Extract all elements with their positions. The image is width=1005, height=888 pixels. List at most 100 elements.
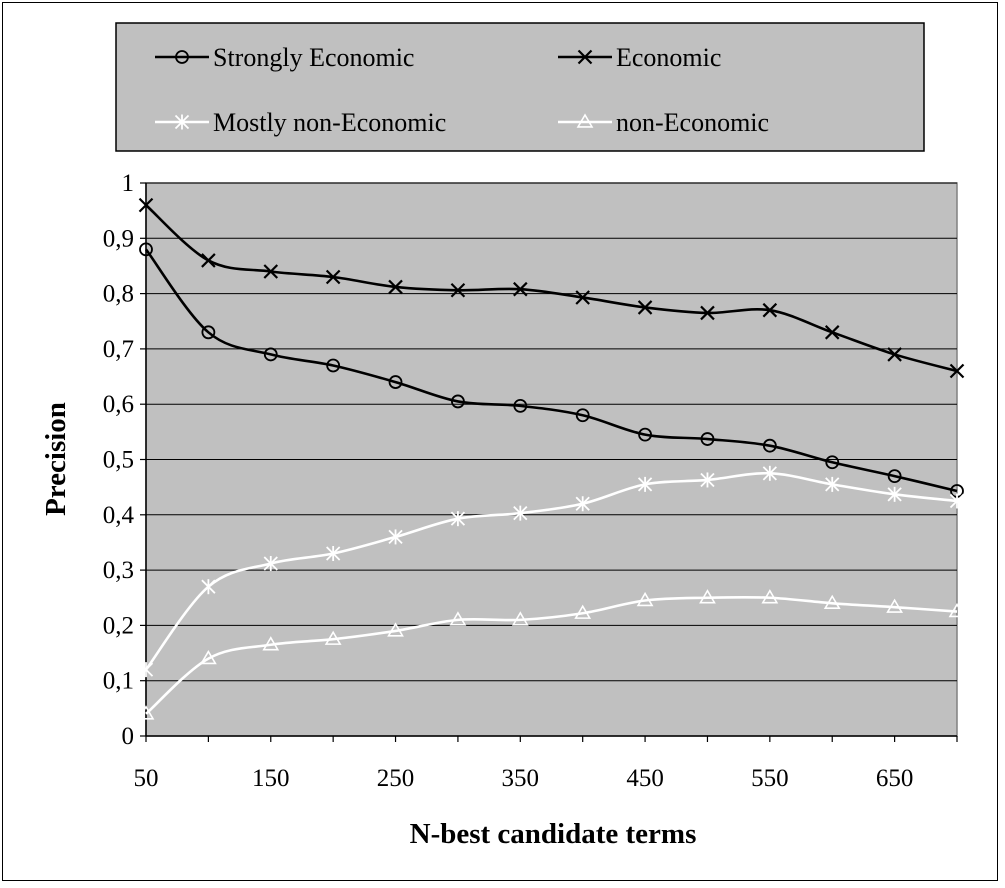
data-point xyxy=(886,598,904,613)
x-tick-label: 550 xyxy=(751,765,789,792)
x-tick-label: 250 xyxy=(377,765,415,792)
x-tick-labels: 50 150 250 350 450 550 650 xyxy=(134,765,914,792)
data-point xyxy=(138,197,154,213)
data-point xyxy=(699,589,716,604)
data-point xyxy=(511,611,529,626)
data-point xyxy=(137,705,155,720)
line-chart: Strongly Economic Economic Mostly non-Econ… xyxy=(40,22,966,850)
legend-item-mostly-non-economic: Mostly non-Economic xyxy=(155,108,446,137)
data-point xyxy=(887,469,902,483)
series-mostly-non-economic xyxy=(138,465,965,678)
x-tick-label: 350 xyxy=(502,765,540,792)
gridlines xyxy=(146,182,957,682)
data-point xyxy=(700,305,715,321)
y-tick-label: 0,2 xyxy=(103,612,134,639)
data-point xyxy=(700,432,715,446)
legend-label: Economic xyxy=(616,43,721,72)
data-point xyxy=(326,546,341,562)
legend-label: Mostly non-Economic xyxy=(213,108,446,137)
data-point xyxy=(949,363,965,379)
data-point xyxy=(174,114,190,130)
y-tick-label: 0,9 xyxy=(103,225,134,252)
axes xyxy=(140,182,958,742)
data-point xyxy=(199,650,217,665)
data-point xyxy=(948,602,966,618)
x-tick-label: 50 xyxy=(134,765,159,792)
data-point xyxy=(825,455,840,470)
legend: Strongly Economic Economic Mostly non-Econ… xyxy=(155,43,769,137)
data-point xyxy=(326,358,341,373)
data-point xyxy=(388,279,403,295)
data-point xyxy=(887,347,902,362)
data-point xyxy=(449,611,467,626)
data-point xyxy=(201,253,216,268)
data-point xyxy=(263,264,279,279)
legend-box xyxy=(115,22,925,152)
data-point xyxy=(262,636,280,651)
data-point xyxy=(513,281,528,297)
legend-item-strongly-economic: Strongly Economic xyxy=(155,43,414,72)
data-point xyxy=(762,465,777,481)
series-economic xyxy=(138,197,965,379)
data-point xyxy=(325,269,341,285)
legend-label: non-Economic xyxy=(616,108,769,137)
y-tick-label: 0 xyxy=(122,723,135,750)
y-tick-label: 0,7 xyxy=(103,336,134,363)
data-point xyxy=(762,438,777,453)
y-tick-label: 0,6 xyxy=(103,391,134,418)
x-tick-label: 150 xyxy=(252,765,290,792)
data-point xyxy=(949,493,965,509)
legend-label: Strongly Economic xyxy=(213,43,414,72)
data-point xyxy=(637,476,653,492)
series-strongly-economic xyxy=(139,242,964,498)
data-point xyxy=(575,290,590,305)
data-point xyxy=(139,242,153,257)
y-axis-title: Precision xyxy=(40,402,72,516)
data-point xyxy=(637,300,653,315)
data-point xyxy=(824,325,840,340)
data-point xyxy=(761,589,779,604)
series-line xyxy=(145,595,958,715)
y-tick-label: 0,3 xyxy=(103,557,134,584)
data-point xyxy=(201,579,216,595)
data-point xyxy=(887,486,902,502)
data-point xyxy=(574,604,592,619)
data-point xyxy=(823,594,841,609)
legend-item-non-economic: non-Economic xyxy=(558,108,769,137)
data-point xyxy=(577,49,593,65)
data-point xyxy=(263,555,278,571)
data-point xyxy=(636,591,654,607)
data-point xyxy=(388,375,403,389)
data-point xyxy=(201,325,216,340)
data-point xyxy=(387,622,404,637)
x-tick-label: 650 xyxy=(876,765,914,792)
data-point xyxy=(700,472,715,488)
data-point xyxy=(388,529,403,545)
data-point xyxy=(175,50,189,64)
x-axis-title: N-best candidate terms xyxy=(410,818,697,850)
data-point xyxy=(263,347,278,362)
data-point xyxy=(638,427,652,442)
data-point xyxy=(513,505,528,521)
data-point xyxy=(575,496,590,512)
y-tick-labels: 0 0,1 0,2 0,3 0,4 0,5 0,6 0,7 0,8 0,9 1 xyxy=(103,170,135,750)
y-tick-label: 0,1 xyxy=(103,668,134,695)
legend-item-economic: Economic xyxy=(558,43,721,72)
data-point xyxy=(825,476,840,492)
series-line xyxy=(144,248,958,493)
data-point xyxy=(138,662,154,678)
data-point xyxy=(513,398,528,413)
data-point xyxy=(450,511,466,527)
series-non-economic xyxy=(137,589,966,720)
y-tick-label: 1 xyxy=(122,170,135,197)
y-tick-label: 0,5 xyxy=(103,447,134,474)
data-point xyxy=(762,302,778,318)
y-tick-label: 0,4 xyxy=(103,502,135,529)
y-tick-label: 0,8 xyxy=(103,281,134,308)
series-layer xyxy=(137,197,966,720)
data-point xyxy=(450,283,466,298)
x-tick-label: 450 xyxy=(626,765,664,792)
data-point xyxy=(324,630,342,645)
data-point xyxy=(575,408,590,423)
